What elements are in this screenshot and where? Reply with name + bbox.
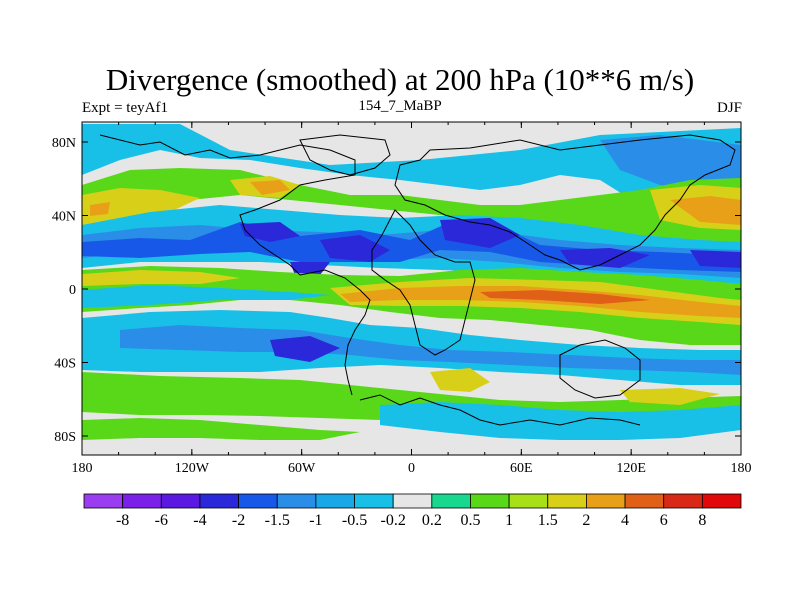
coastlines xyxy=(99,134,736,426)
coastline-africa xyxy=(371,209,476,356)
contour-blue-30s xyxy=(120,325,741,375)
coastline-south-america xyxy=(299,269,371,396)
colorbar-label: 1 xyxy=(505,512,513,529)
colorbar-label: 0.2 xyxy=(422,512,442,529)
x-tick-label: 120W xyxy=(175,461,210,476)
coastline-australia xyxy=(559,339,641,399)
colorbar-swatch xyxy=(122,493,162,509)
colorbar-swatch xyxy=(276,493,317,509)
y-axis: 80N 40N 0 40S 80S xyxy=(52,136,741,445)
colorbar-swatch xyxy=(315,493,355,509)
contour-yellow-30n xyxy=(82,176,741,230)
contour-navy-30s xyxy=(270,336,340,362)
x-tick-label: 180 xyxy=(731,461,752,476)
colorbar-label: -1.5 xyxy=(265,512,290,529)
divergence-field xyxy=(82,122,741,455)
y-tick-label: 40N xyxy=(52,210,76,225)
case-label: 154_7_MaBP xyxy=(358,98,442,114)
contour-yellow-50s xyxy=(430,368,720,405)
contour-north-cyan xyxy=(82,124,741,215)
colorbar-swatch xyxy=(199,493,239,509)
colorbar-label: 4 xyxy=(621,512,629,529)
contour-green-70s xyxy=(82,418,360,440)
contour-red-eq xyxy=(480,290,650,304)
colorbar-label: 8 xyxy=(698,512,706,529)
colorbar-label: 0.5 xyxy=(460,512,480,529)
contour-cyan-60s xyxy=(380,402,741,440)
contour-navy-10n xyxy=(240,218,741,275)
x-tick-label: 0 xyxy=(408,461,415,476)
colorbar-swatch xyxy=(624,493,665,509)
colorbar-swatch xyxy=(547,493,587,509)
colorbar-label: -4 xyxy=(193,512,206,529)
season-label: DJF xyxy=(716,100,742,116)
contour-orange-eq xyxy=(340,286,741,318)
coastline-eurasia xyxy=(394,134,736,271)
x-tick-label: 120E xyxy=(616,461,646,476)
colorbar-label: -8 xyxy=(116,512,129,529)
colorbar-swatch xyxy=(238,493,278,509)
colorbar-swatch xyxy=(354,493,394,509)
colorbar-label: 2 xyxy=(582,512,590,529)
contour-north-blue xyxy=(600,135,741,190)
colorbar-label: 1.5 xyxy=(538,512,558,529)
y-tick-label: 40S xyxy=(54,357,76,372)
colorbar-swatch xyxy=(470,493,510,509)
colorbar-swatch xyxy=(586,493,626,509)
x-tick-label: 60E xyxy=(510,461,533,476)
colorbar-swatch xyxy=(431,493,471,509)
colorbar-label: -0.2 xyxy=(381,512,406,529)
colorbar-label: -6 xyxy=(155,512,168,529)
colorbar-label: -2 xyxy=(232,512,245,529)
colorbar-label: -1 xyxy=(309,512,322,529)
y-tick-label: 0 xyxy=(69,283,76,298)
coastline-north-america xyxy=(99,134,356,276)
x-axis: 180 120W 60W 0 60E 120E 180 xyxy=(72,122,752,476)
contour-cyan-eq xyxy=(82,285,330,308)
colorbar-label: -0.5 xyxy=(342,512,367,529)
colorbar-swatch xyxy=(508,493,549,509)
chart-title: Divergence (smoothed) at 200 hPa (10**6 … xyxy=(105,62,695,97)
coastline-antarctica xyxy=(359,394,641,426)
colorbar-swatch xyxy=(392,493,433,509)
colorbar: -8 -6 -4 -2 -1.5 -1 -0.5 -0.2 0.2 0.5 1 1.5 2 4 6 8 xyxy=(83,493,742,529)
x-tick-label: 60W xyxy=(288,461,316,476)
colorbar-swatch xyxy=(83,493,124,509)
experiment-label: Expt = teyAf1 xyxy=(82,100,168,116)
coastline-greenland xyxy=(299,134,391,176)
colorbar-label: 6 xyxy=(660,512,668,529)
y-tick-label: 80S xyxy=(54,430,76,445)
colorbar-swatch xyxy=(663,493,703,509)
colorbar-swatch xyxy=(701,493,742,509)
colorbar-swatch xyxy=(160,493,201,509)
y-tick-label: 80N xyxy=(52,136,76,151)
x-tick-label: 180 xyxy=(72,461,93,476)
